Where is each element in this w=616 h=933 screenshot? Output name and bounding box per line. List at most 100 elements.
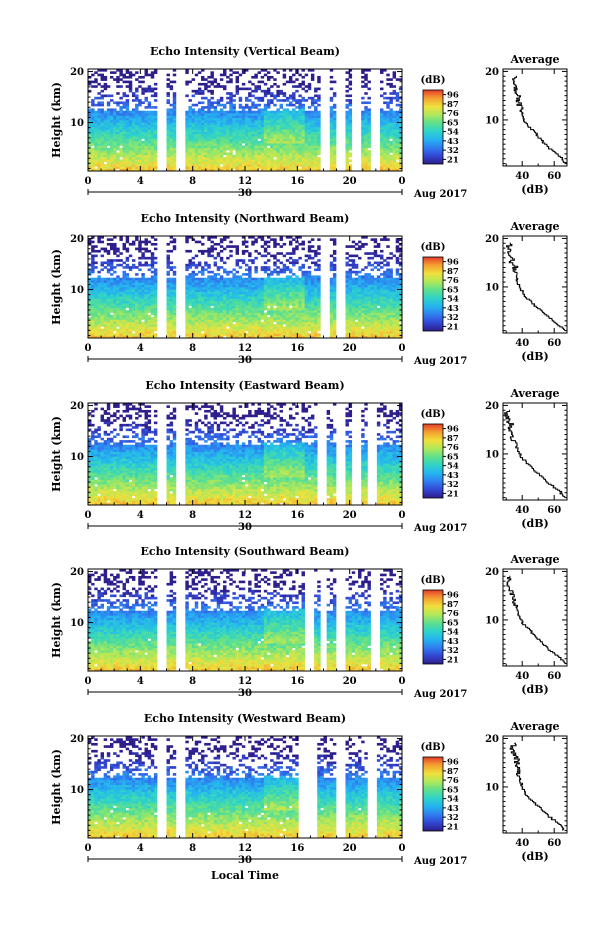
heatmap-cell: [185, 129, 188, 132]
heatmap-cell: [389, 148, 392, 151]
heatmap-cell: [396, 148, 399, 151]
heatmap-cell: [207, 252, 210, 255]
heatmap-cell: [223, 294, 226, 297]
heatmap-cell: [229, 292, 232, 295]
heatmap-cell: [173, 324, 176, 327]
heatmap-cell: [201, 308, 204, 311]
heatmap-cell: [217, 278, 220, 281]
heatmap-cell: [396, 129, 399, 132]
heatmap-cell: [138, 243, 141, 246]
heatmap-cell: [204, 278, 207, 281]
heatmap-cell: [126, 266, 129, 269]
heatmap-cell: [154, 294, 157, 297]
heatmap-cell: [220, 257, 223, 260]
heatmap-cell: [154, 329, 157, 332]
heatmap-cell: [245, 245, 248, 248]
heatmap-cell: [135, 238, 138, 241]
heatmap-cell: [261, 292, 264, 295]
heatmap-cell: [314, 122, 317, 125]
heatmap-cell: [135, 132, 138, 135]
heatmap-cell: [236, 129, 239, 132]
heatmap-cell: [248, 271, 251, 274]
heatmap-cell: [349, 136, 352, 139]
heatmap-cell: [302, 120, 305, 123]
heatmap-cell: [289, 141, 292, 144]
heatmap-cell: [210, 294, 213, 297]
heatmap-cell: [298, 122, 301, 125]
heatmap-cell: [226, 273, 229, 276]
heatmap-cell: [364, 159, 367, 162]
heatmap-cell: [129, 141, 132, 144]
heatmap-cell: [258, 108, 261, 111]
heatmap-cell: [132, 139, 135, 142]
heatmap-cell: [113, 250, 116, 253]
heatmap-cell: [261, 143, 264, 146]
heatmap-cell: [126, 303, 129, 306]
heatmap-cell: [261, 280, 264, 283]
heatmap-cell: [151, 95, 154, 98]
heatmap-cell: [236, 275, 239, 278]
heatmap-cell: [289, 303, 292, 306]
heatmap-cell: [132, 125, 135, 128]
heatmap-cell: [286, 319, 289, 322]
heatmap-cell: [298, 266, 301, 269]
heatmap-cell: [207, 248, 210, 251]
heatmap-cell: [151, 118, 154, 121]
heatmap-cell: [195, 329, 198, 332]
heatmap-cell: [295, 157, 298, 160]
heatmap-cell: [245, 319, 248, 322]
heatmap-cell: [267, 132, 270, 135]
heatmap-cell: [101, 310, 104, 313]
heatmap-cell: [295, 134, 298, 137]
heatmap-cell: [223, 324, 226, 327]
heatmap-cell: [214, 139, 217, 142]
heatmap-cell: [333, 120, 336, 123]
heatmap-cell: [393, 150, 396, 153]
heatmap-cell: [305, 85, 308, 88]
heatmap-cell: [345, 139, 348, 142]
heatmap-cell: [254, 310, 257, 313]
heatmap-cell: [380, 139, 383, 142]
heatmap-cell: [185, 127, 188, 130]
heatmap-cell: [148, 122, 151, 125]
heatmap-cell: [173, 315, 176, 318]
heatmap-cell: [207, 106, 210, 109]
heatmap-cell: [267, 92, 270, 95]
heatmap-cell: [214, 101, 217, 104]
heatmap-cell: [138, 132, 141, 135]
heatmap-cell: [138, 329, 141, 332]
heatmap-cell: [245, 303, 248, 306]
heatmap-cell: [298, 155, 301, 158]
heatmap-cell: [129, 81, 132, 84]
heatmap-cell: [192, 257, 195, 260]
heatmap-cell: [210, 113, 213, 116]
heatmap-cell: [151, 141, 154, 144]
heatmap-cell: [236, 248, 239, 251]
heatmap-cell: [223, 287, 226, 290]
heatmap-cell: [226, 164, 229, 167]
heatmap-cell: [195, 306, 198, 309]
heatmap-cell: [276, 292, 279, 295]
heatmap-cell: [207, 315, 210, 318]
heatmap-cell: [170, 136, 173, 139]
heatmap-cell: [104, 294, 107, 297]
heatmap-cell: [242, 315, 245, 318]
heatmap-cell: [254, 136, 257, 139]
heatmap-cell: [145, 164, 148, 167]
heatmap-cell: [276, 329, 279, 332]
heatmap-cell: [298, 296, 301, 299]
heatmap-cell: [242, 146, 245, 149]
heatmap-cell: [258, 155, 261, 158]
heatmap-cell: [283, 118, 286, 121]
heatmap-cell: [116, 313, 119, 316]
heatmap-cell: [88, 83, 91, 86]
heatmap-cell: [192, 294, 195, 297]
heatmap-cell: [289, 81, 292, 84]
heatmap-cell: [226, 115, 229, 118]
heatmap-cell: [236, 292, 239, 295]
heatmap-cell: [154, 243, 157, 246]
heatmap-cell: [116, 317, 119, 320]
heatmap-cell: [135, 280, 138, 283]
heatmap-cell: [113, 317, 116, 320]
heatmap-cell: [389, 115, 392, 118]
